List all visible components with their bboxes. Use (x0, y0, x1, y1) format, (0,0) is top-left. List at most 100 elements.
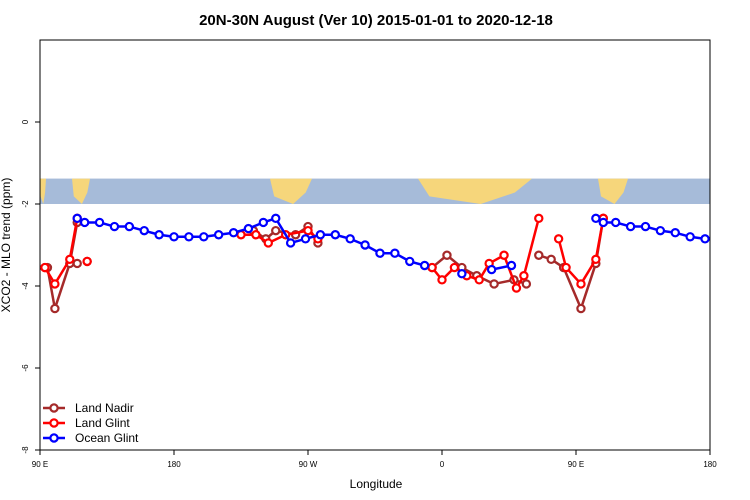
data-point (109, 221, 120, 232)
y-axis: 0 -2 -4 -6 -8 (21, 119, 40, 454)
map-land-asia-east (72, 178, 90, 204)
data-point (154, 230, 164, 240)
plot-frame (39, 39, 711, 451)
data-point (169, 232, 179, 242)
data-point (82, 256, 92, 267)
x-tick-label: 180 (703, 460, 717, 469)
data-point (300, 234, 311, 244)
data-point (94, 217, 105, 228)
data-point (199, 232, 209, 242)
data-point (700, 234, 710, 244)
data-point (655, 225, 666, 236)
data-point (427, 262, 437, 273)
data-point (449, 262, 460, 273)
data-point (499, 250, 509, 260)
y-tick-label: -4 (21, 282, 30, 290)
data-point (263, 238, 273, 248)
data-point (474, 275, 484, 285)
data-point (561, 262, 571, 273)
data-point (534, 250, 544, 260)
data-point (40, 262, 50, 273)
data-point (457, 269, 467, 279)
data-point (50, 279, 60, 289)
legend-label: Land Glint (75, 416, 130, 430)
x-tick-label: 90 E (32, 460, 48, 469)
data-point (685, 232, 695, 242)
y-tick-label: 0 (21, 119, 30, 124)
world-map-strip (40, 178, 710, 204)
legend-marker (49, 433, 59, 443)
data-point (303, 225, 313, 236)
data-point (591, 254, 601, 265)
data-point (437, 275, 447, 285)
y-tick-label: -6 (21, 364, 30, 372)
y-axis-label: XCO2 - MLO trend (ppm) (0, 178, 13, 313)
legend-label: Ocean Glint (75, 431, 139, 445)
data-point (640, 221, 651, 232)
data-point (625, 221, 636, 232)
chart-title: 20N-30N August (Ver 10) 2015-01-01 to 20… (199, 12, 553, 29)
data-point (553, 234, 564, 244)
data-point (598, 217, 608, 228)
data-point (258, 217, 269, 228)
data-point (285, 238, 296, 248)
legend-marker (49, 403, 59, 413)
data-point (405, 256, 415, 267)
x-axis: 90 E 180 90 W 0 90 E 180 (32, 450, 717, 469)
data-point (72, 213, 82, 224)
map-land-asia (598, 178, 628, 204)
data-point (124, 221, 135, 232)
data-point (546, 254, 556, 265)
data-point (576, 279, 586, 289)
data-point (228, 227, 239, 238)
data-point (330, 230, 340, 240)
x-tick-label: 180 (167, 460, 181, 469)
series-line (431, 218, 540, 290)
series-layer (40, 213, 710, 314)
data-point (139, 225, 149, 236)
series-line (43, 218, 79, 286)
map-land-asia-west (40, 178, 46, 204)
data-point (442, 250, 452, 260)
data-point (506, 260, 517, 271)
legend-marker (49, 418, 59, 428)
data-point (486, 264, 497, 275)
y-tick-label: -8 (21, 446, 30, 454)
x-tick-label: 90 E (568, 460, 584, 469)
series-land-glint (40, 213, 608, 293)
x-tick-label: 0 (440, 460, 445, 469)
data-point (213, 230, 224, 240)
data-point (591, 213, 601, 224)
data-point (271, 213, 281, 224)
data-point (375, 248, 385, 258)
data-point (184, 232, 194, 242)
data-point (576, 303, 586, 314)
data-point (670, 227, 680, 238)
data-point (390, 248, 400, 258)
data-point (511, 283, 522, 293)
data-point (65, 254, 75, 265)
data-point (345, 234, 355, 244)
data-point (360, 240, 370, 250)
map-land-africa-arabia (418, 178, 532, 204)
map-ocean (40, 178, 710, 204)
data-point (315, 230, 326, 240)
series-ocean-glint (72, 213, 710, 279)
x-axis-label: Longitude (350, 477, 403, 491)
data-point (271, 225, 281, 236)
legend-label: Land Nadir (75, 401, 134, 415)
y-tick-label: -2 (21, 200, 30, 208)
data-point (611, 217, 621, 228)
map-land-north-america (270, 178, 312, 204)
data-point (72, 258, 82, 269)
data-point (534, 213, 544, 224)
data-point (521, 279, 532, 289)
data-point (79, 217, 90, 228)
data-point (489, 279, 499, 289)
data-point (419, 260, 430, 271)
data-point (251, 230, 261, 240)
data-point (243, 223, 254, 234)
data-point (50, 303, 60, 314)
